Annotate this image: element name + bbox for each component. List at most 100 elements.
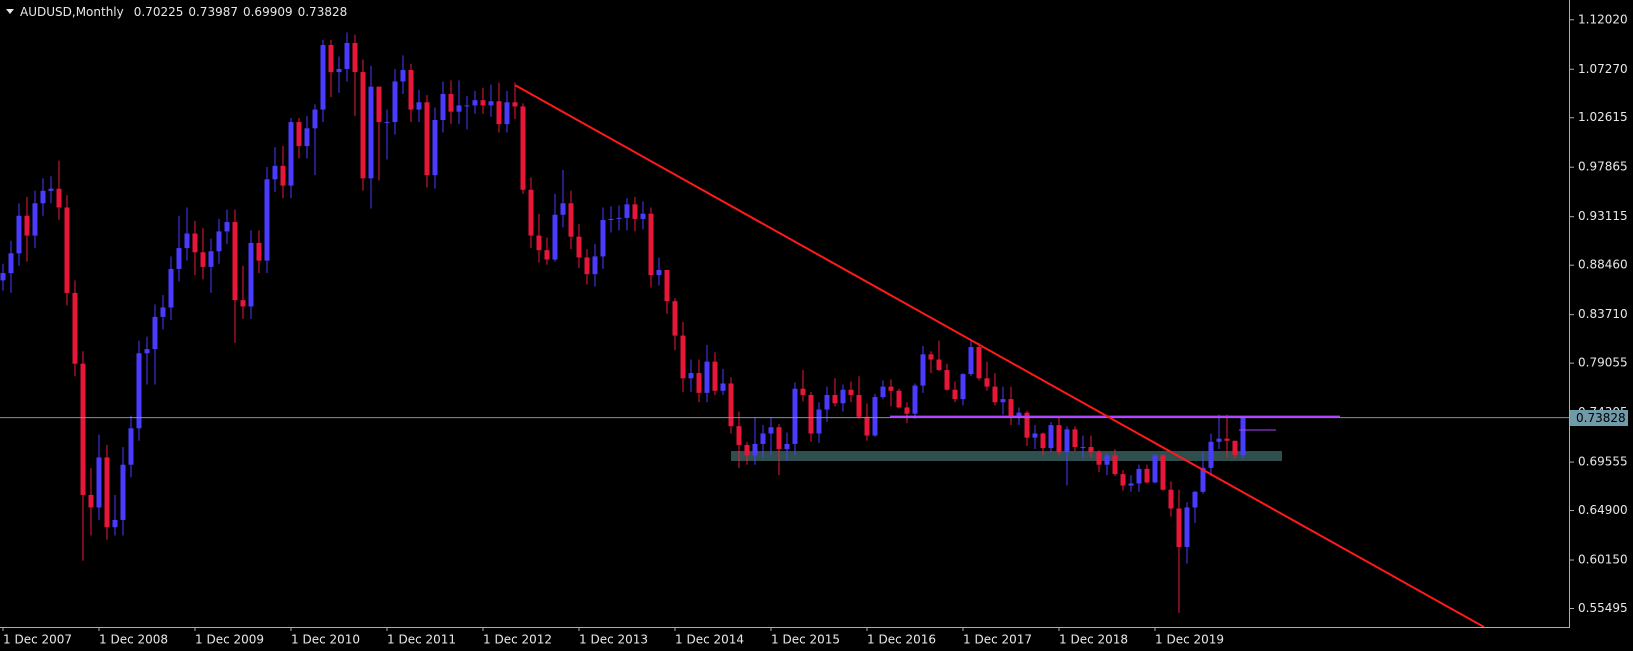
- candle-body: [936, 359, 942, 370]
- candle-body: [576, 236, 582, 258]
- candle-body: [720, 383, 726, 391]
- open-value: 0.70225: [134, 5, 184, 19]
- candle-body: [1216, 438, 1222, 442]
- candle-body: [1192, 491, 1198, 508]
- x-tick-label: 1 Dec 2011: [387, 633, 456, 647]
- candle-body: [488, 101, 494, 106]
- candle-body: [1064, 429, 1070, 453]
- y-tick-label: 0.97865: [1578, 160, 1628, 174]
- candle-body: [784, 443, 790, 450]
- candle-body: [608, 218, 614, 220]
- x-tick-label: 1 Dec 2013: [579, 633, 648, 647]
- candle-body: [832, 394, 838, 404]
- candle-body: [448, 93, 454, 112]
- candle-body: [328, 44, 334, 73]
- candle-body: [760, 433, 766, 444]
- candle-body: [168, 268, 174, 308]
- candle-body: [64, 207, 70, 293]
- candle-body: [888, 386, 894, 391]
- candle-body: [568, 203, 574, 237]
- candle-body: [1072, 429, 1078, 448]
- candle-body: [1200, 467, 1206, 492]
- close-value: 0.73828: [298, 5, 348, 19]
- candle-body: [960, 374, 966, 400]
- candle-body: [176, 248, 182, 269]
- y-tick-label: 0.69555: [1578, 455, 1628, 469]
- candle-body: [856, 394, 862, 417]
- candle-body: [592, 256, 598, 275]
- candle-body: [104, 457, 110, 528]
- candle-body: [1136, 468, 1142, 484]
- candle-body: [680, 335, 686, 379]
- candle-body: [1144, 468, 1150, 483]
- candle-body: [1128, 483, 1134, 486]
- candle-body: [1032, 433, 1038, 438]
- candle-body: [128, 428, 134, 465]
- candle-body: [920, 354, 926, 386]
- y-tick-label: 0.79055: [1578, 356, 1628, 370]
- candle-body: [768, 427, 774, 434]
- candle-body: [664, 269, 670, 302]
- candle-body: [752, 443, 758, 456]
- candle-body: [912, 385, 918, 414]
- candle-body: [1240, 417, 1246, 456]
- y-tick-label: 1.07270: [1578, 62, 1628, 76]
- high-value: 0.73987: [188, 5, 238, 19]
- candle-body: [992, 386, 998, 403]
- candle-body: [1184, 507, 1190, 548]
- candle-body: [1024, 412, 1030, 438]
- candle-body: [344, 42, 350, 69]
- candle-body: [296, 122, 302, 147]
- x-tick-label: 1 Dec 2017: [963, 633, 1032, 647]
- candles: [0, 32, 1246, 614]
- y-tick-label: 0.88460: [1578, 258, 1628, 272]
- candle-body: [624, 204, 630, 218]
- x-tick-label: 1 Dec 2018: [1059, 633, 1128, 647]
- candle-body: [40, 190, 46, 204]
- candle-body: [1120, 474, 1126, 486]
- candle-body: [224, 222, 230, 232]
- candle-body: [424, 102, 430, 176]
- candle-body: [152, 316, 158, 350]
- candle-body: [1112, 455, 1118, 475]
- x-tick-label: 1 Dec 2014: [675, 633, 744, 647]
- candle-body: [400, 69, 406, 82]
- candle-body: [1160, 455, 1166, 490]
- candle-body: [744, 444, 750, 456]
- candle-body: [600, 219, 606, 257]
- axis: 1.12020 1.07270 1.02615 0.97865 0.93115 0.884…: [2, 12, 1628, 647]
- candle-body: [216, 231, 222, 252]
- candle-body: [440, 93, 446, 120]
- candle-body: [696, 373, 702, 393]
- y-tick-label: 0.60150: [1578, 553, 1628, 567]
- candle-body: [144, 349, 150, 354]
- x-tick-label: 1 Dec 2009: [195, 633, 264, 647]
- x-tick-label: 1 Dec 2019: [1155, 633, 1224, 647]
- candle-body: [944, 369, 950, 390]
- candle-body: [336, 68, 342, 73]
- candle-body: [1008, 399, 1014, 416]
- y-tick-label: 0.93115: [1578, 209, 1628, 223]
- price-label-box: [1570, 410, 1628, 426]
- candle-body: [480, 100, 486, 106]
- candle-body: [552, 214, 558, 260]
- candle-body: [976, 347, 982, 379]
- candle-body: [616, 217, 622, 219]
- candle-body: [632, 204, 638, 219]
- candle-body: [1088, 447, 1094, 453]
- price-label: 0.73828: [1570, 410, 1628, 426]
- candle-body: [464, 105, 470, 107]
- candle-body: [288, 122, 294, 186]
- candle-body: [472, 100, 478, 106]
- y-tick-label: 0.55495: [1578, 601, 1628, 615]
- candle-body: [712, 361, 718, 391]
- candle-body: [1152, 455, 1158, 483]
- menu-triangle[interactable]: [6, 9, 14, 14]
- x-tick-label: 1 Dec 2015: [771, 633, 840, 647]
- support-zone: [731, 451, 1282, 461]
- candle-body: [304, 128, 310, 147]
- candle-body: [360, 72, 366, 179]
- candle-body: [256, 242, 262, 261]
- candle-body: [1104, 455, 1110, 465]
